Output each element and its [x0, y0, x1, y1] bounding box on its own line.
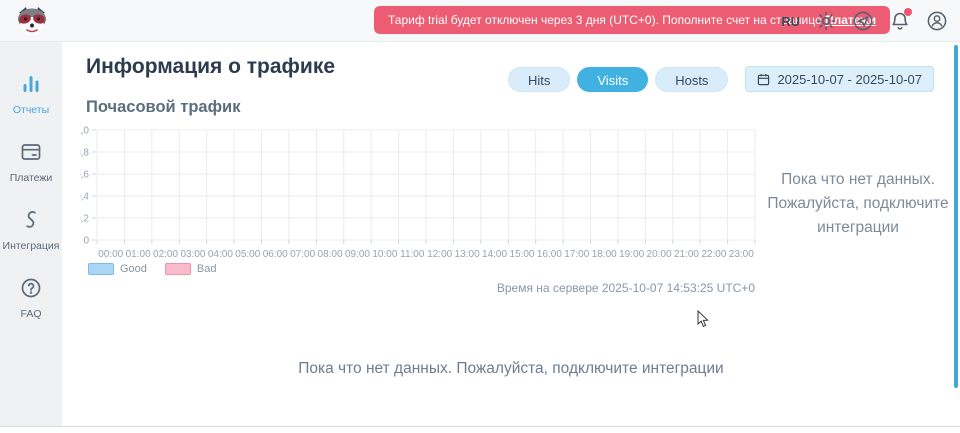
tab-visits[interactable]: Visits — [577, 66, 649, 92]
svg-text:09:00: 09:00 — [345, 249, 370, 260]
svg-text:01:00: 01:00 — [126, 249, 151, 260]
legend-label: Good — [120, 263, 147, 275]
svg-text:08:00: 08:00 — [318, 249, 343, 260]
sidebar-item-label: Интеграция — [2, 240, 60, 252]
svg-text:10:00: 10:00 — [372, 249, 397, 260]
mouse-cursor — [697, 309, 709, 328]
svg-text:06:00: 06:00 — [263, 249, 288, 260]
integration-icon — [19, 208, 43, 237]
chart-legend: Good Bad — [88, 263, 217, 275]
server-time: Время на сервере 2025-10-07 14:53:25 UTC… — [496, 281, 755, 295]
svg-text:17:00: 17:00 — [564, 249, 589, 260]
sidebar-item-reports[interactable]: Отчеты — [13, 72, 49, 116]
question-icon — [19, 276, 43, 305]
svg-text:12:00: 12:00 — [427, 249, 452, 260]
date-range-picker[interactable]: 2025-10-07 - 2025-10-07 — [745, 66, 934, 92]
svg-text:20:00: 20:00 — [647, 249, 672, 260]
svg-text:0,8: 0,8 — [80, 148, 89, 159]
date-range-value: 2025-10-07 - 2025-10-07 — [777, 71, 922, 87]
svg-text:0,2: 0,2 — [80, 214, 89, 225]
svg-text:16:00: 16:00 — [537, 249, 562, 260]
page-title: Информация о трафике — [86, 55, 336, 78]
svg-text:04:00: 04:00 — [208, 249, 233, 260]
legend-item-bad[interactable]: Bad — [164, 263, 217, 275]
svg-text:19:00: 19:00 — [619, 249, 644, 260]
legend-swatch-bad — [164, 263, 191, 275]
svg-text:0,4: 0,4 — [80, 192, 89, 203]
svg-text:13:00: 13:00 — [455, 249, 480, 260]
raccoon-logo[interactable] — [14, 4, 50, 38]
bar-chart-icon — [19, 72, 43, 101]
svg-text:18:00: 18:00 — [592, 249, 617, 260]
sidebar-item-label: Платежи — [9, 172, 53, 184]
hourly-traffic-chart: 1,0 0,8 0,6 0,4 0,2 0 00:0001:0002:0003:0004:0… — [75, 125, 770, 266]
profile-icon[interactable] — [926, 10, 948, 32]
sidebar-item-integration[interactable]: Интеграция — [2, 208, 60, 252]
content-row: Отчеты Платежи Интеграци — [0, 42, 960, 427]
legend-label: Bad — [196, 263, 217, 275]
sidebar-item-label: Отчеты — [12, 104, 50, 116]
legend-item-good[interactable]: Good — [88, 263, 147, 275]
svg-text:0,6: 0,6 — [80, 170, 89, 181]
svg-text:02:00: 02:00 — [153, 249, 178, 260]
no-data-bottom-message: Пока что нет данных. Пожалуйста, подключ… — [298, 360, 724, 377]
notification-badge — [904, 8, 912, 16]
svg-text:14:00: 14:00 — [482, 249, 507, 260]
chart-section-title: Почасовой трафик — [86, 98, 241, 116]
svg-text:23:00: 23:00 — [729, 249, 754, 260]
header-actions: RU — [781, 0, 948, 42]
vertical-scrollbar[interactable] — [954, 45, 958, 388]
language-selector[interactable]: RU — [781, 13, 800, 29]
main-panel: Информация о трафике Hits Visits Hosts 2… — [62, 42, 960, 426]
notifications-bell-icon[interactable] — [889, 8, 912, 32]
tab-hits[interactable]: Hits — [507, 66, 571, 92]
svg-text:03:00: 03:00 — [180, 249, 205, 260]
banner-text: Тариф trial будет отключен через 3 дня (… — [388, 13, 825, 27]
sidebar: Отчеты Платежи Интеграци — [0, 42, 62, 426]
svg-text:21:00: 21:00 — [674, 249, 699, 260]
tab-hosts[interactable]: Hosts — [655, 66, 729, 92]
legend-swatch-good — [88, 263, 114, 275]
sidebar-item-label: FAQ — [20, 308, 42, 320]
theme-sun-icon[interactable] — [815, 10, 837, 32]
svg-text:0: 0 — [83, 236, 89, 247]
svg-text:05:00: 05:00 — [235, 249, 260, 260]
svg-text:00:00: 00:00 — [98, 249, 123, 260]
card-icon — [19, 140, 43, 169]
svg-text:1,0: 1,0 — [80, 126, 89, 137]
top-header: Тариф trial будет отключен через 3 дня (… — [0, 0, 960, 42]
svg-text:07:00: 07:00 — [290, 249, 315, 260]
svg-text:15:00: 15:00 — [509, 249, 534, 260]
svg-text:11:00: 11:00 — [400, 249, 425, 260]
telegram-icon[interactable] — [852, 10, 874, 32]
trial-warning-banner: Тариф trial будет отключен через 3 дня (… — [374, 6, 891, 34]
svg-text:22:00: 22:00 — [701, 249, 726, 260]
calendar-icon — [758, 73, 770, 85]
traffic-controls: Hits Visits Hosts 2025-10-07 - 2025-10-0… — [507, 66, 934, 92]
sidebar-item-payments[interactable]: Платежи — [9, 140, 53, 184]
no-data-side-message: Пока что нет данных. Пожалуйста, подключ… — [767, 171, 949, 236]
chart-grid: 1,0 0,8 0,6 0,4 0,2 0 00:0001:0002:0003:0004:0… — [75, 126, 756, 260]
sidebar-item-faq[interactable]: FAQ — [19, 276, 43, 320]
